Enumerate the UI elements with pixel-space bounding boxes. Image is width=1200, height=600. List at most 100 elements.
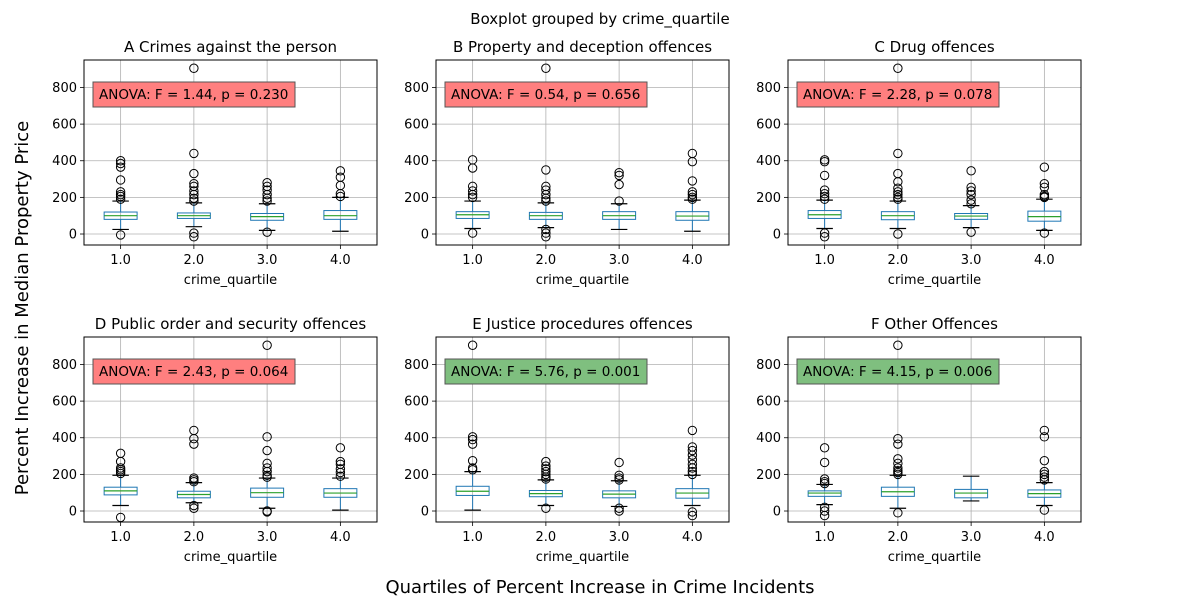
x-tick-label: 4.0 bbox=[1034, 530, 1055, 545]
x-tick-label: 1.0 bbox=[814, 530, 835, 545]
outlier-point bbox=[893, 466, 903, 476]
subplot-title: E Justice procedures offences bbox=[472, 315, 693, 333]
outlier-point bbox=[893, 340, 903, 350]
outlier-point bbox=[262, 506, 272, 516]
box-4.0 bbox=[323, 443, 358, 511]
anova-box bbox=[444, 81, 648, 108]
outlier-point bbox=[189, 473, 199, 483]
outlier-point bbox=[541, 165, 551, 175]
outlier-point bbox=[893, 229, 903, 239]
outlier-point bbox=[262, 340, 272, 350]
outlier-point bbox=[189, 425, 199, 436]
outlier-point bbox=[467, 463, 478, 473]
outlier-point bbox=[893, 454, 903, 464]
x-axis-label: crime_quartile bbox=[184, 550, 277, 565]
outlier-point bbox=[687, 425, 698, 436]
outlier-point bbox=[115, 189, 126, 200]
subplot-b: 0 200 400 600 800 1.0 2.0 3.0 4.0 B Property and … bbox=[404, 38, 730, 288]
y-tick-label: 0 bbox=[69, 228, 77, 243]
outlier-point bbox=[189, 181, 199, 192]
outlier-point bbox=[966, 195, 976, 205]
outlier-point bbox=[467, 432, 478, 442]
y-tick-label: 200 bbox=[52, 191, 77, 206]
outlier-point bbox=[467, 186, 478, 196]
x-axis-label: crime_quartile bbox=[888, 550, 981, 565]
outlier-point bbox=[467, 192, 478, 203]
x-tick-label: 4.0 bbox=[682, 253, 703, 268]
outlier-point bbox=[819, 506, 830, 516]
outlier-point bbox=[1039, 472, 1050, 482]
outlier-point bbox=[819, 185, 830, 195]
outlier-point bbox=[189, 63, 199, 73]
box-2.0 bbox=[880, 340, 915, 518]
anova-box bbox=[92, 358, 296, 385]
y-tick-label: 800 bbox=[52, 358, 77, 373]
x-tick-label: 1.0 bbox=[462, 530, 483, 545]
y-tick-label: 800 bbox=[404, 358, 429, 373]
anova-box bbox=[796, 358, 1000, 385]
subplot-f: 0 200 400 600 800 1.0 2.0 3.0 4.0 F Other Offence… bbox=[756, 315, 1082, 565]
box-2.0 bbox=[176, 63, 211, 242]
outlier-point bbox=[1039, 466, 1050, 477]
x-tick-label: 3.0 bbox=[257, 253, 278, 268]
outlier-point bbox=[335, 172, 346, 182]
outlier-point bbox=[819, 474, 830, 484]
x-tick-label: 3.0 bbox=[961, 530, 982, 545]
outlier-point bbox=[115, 175, 126, 185]
y-tick-label: 0 bbox=[773, 505, 781, 520]
outlier-point bbox=[115, 194, 126, 204]
figure-suptitle: Boxplot grouped by crime_quartile bbox=[470, 10, 729, 29]
x-axis-label: crime_quartile bbox=[888, 273, 981, 288]
outlier-point bbox=[614, 503, 624, 513]
outlier-point bbox=[614, 457, 624, 468]
outlier-point bbox=[115, 463, 126, 473]
outlier-point bbox=[687, 442, 698, 452]
x-tick-label: 3.0 bbox=[961, 253, 982, 268]
outlier-point bbox=[614, 170, 624, 181]
axes-frame bbox=[787, 59, 1082, 246]
x-tick-label: 4.0 bbox=[1034, 253, 1055, 268]
anova-box bbox=[796, 81, 1000, 108]
outlier-point bbox=[1039, 432, 1050, 442]
x-tick-label: 1.0 bbox=[110, 253, 131, 268]
y-tick-label: 400 bbox=[404, 154, 429, 169]
x-tick-label: 2.0 bbox=[184, 253, 205, 268]
y-tick-label: 800 bbox=[756, 81, 781, 96]
box-3.0 bbox=[602, 167, 637, 231]
outlier-point bbox=[541, 464, 551, 474]
outlier-point bbox=[541, 196, 551, 206]
x-tick-label: 2.0 bbox=[888, 530, 909, 545]
box-3.0 bbox=[954, 166, 989, 237]
outlier-point bbox=[966, 189, 976, 200]
anova-box bbox=[444, 358, 648, 385]
outlier-point bbox=[1039, 178, 1050, 189]
outlier-point bbox=[262, 178, 272, 188]
outlier-point bbox=[115, 448, 126, 459]
outlier-point bbox=[189, 186, 199, 196]
outlier-point bbox=[189, 439, 199, 449]
outlier-point bbox=[541, 185, 551, 195]
subplot-grid: 0 200 400 600 800 1.0 2.0 3.0 4.0 A Crimes agains… bbox=[52, 38, 1082, 565]
outlier-point bbox=[115, 156, 126, 166]
anova-text: ANOVA: F = 5.76, p = 0.001 bbox=[451, 364, 640, 380]
y-tick-label: 0 bbox=[421, 505, 429, 520]
box-2.0 bbox=[528, 63, 563, 242]
subplot-title: D Public order and security offences bbox=[95, 315, 367, 333]
outlier-point bbox=[1039, 469, 1050, 480]
x-tick-label: 2.0 bbox=[536, 530, 557, 545]
box-1.0 bbox=[807, 443, 842, 521]
y-tick-label: 200 bbox=[756, 191, 781, 206]
outlier-point bbox=[687, 459, 698, 470]
outlier-point bbox=[1039, 189, 1050, 200]
y-tick-label: 600 bbox=[404, 395, 429, 410]
subplot-a: 0 200 400 600 800 1.0 2.0 3.0 4.0 A Crimes agains… bbox=[52, 38, 378, 288]
outlier-point bbox=[189, 228, 199, 238]
outlier-point bbox=[115, 162, 126, 172]
box-4.0 bbox=[1027, 425, 1062, 515]
box-1.0 bbox=[103, 156, 138, 240]
anova-annotation: ANOVA: F = 1.44, p = 0.230 bbox=[92, 81, 296, 108]
subplot-c: 0 200 400 600 800 1.0 2.0 3.0 4.0 C Drug offences… bbox=[756, 38, 1082, 288]
outlier-point bbox=[541, 503, 551, 513]
iqr-box bbox=[323, 210, 358, 220]
